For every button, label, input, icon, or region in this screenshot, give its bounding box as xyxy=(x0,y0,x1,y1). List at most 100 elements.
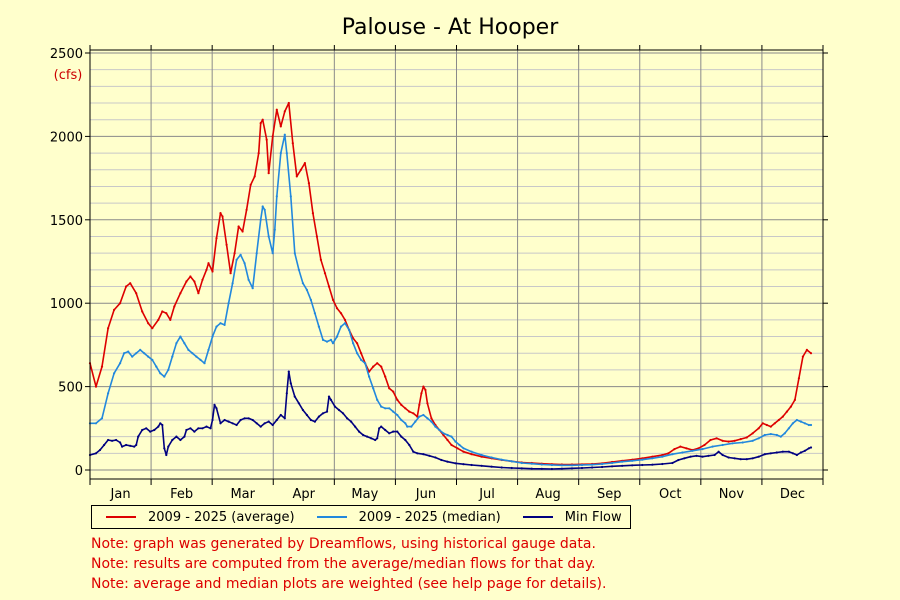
series-layer xyxy=(88,101,813,471)
data-point xyxy=(331,342,335,345)
data-point xyxy=(681,451,684,454)
data-point xyxy=(384,375,387,378)
data-point xyxy=(795,453,799,457)
data-point xyxy=(396,430,399,433)
data-point xyxy=(685,447,688,450)
data-point xyxy=(667,452,670,455)
data-point xyxy=(677,458,680,462)
data-point xyxy=(129,444,132,447)
data-point xyxy=(147,322,150,325)
data-point xyxy=(317,415,320,418)
data-point xyxy=(143,352,146,355)
data-point xyxy=(321,412,325,415)
data-point xyxy=(470,453,473,456)
data-point xyxy=(327,395,331,398)
note-line: Note: results are computed from the aver… xyxy=(91,556,596,572)
data-point xyxy=(157,425,160,428)
data-point xyxy=(245,208,248,211)
data-point xyxy=(157,318,160,321)
data-point xyxy=(307,182,310,185)
data-point xyxy=(139,348,142,351)
data-point xyxy=(163,375,166,378)
data-point xyxy=(641,458,644,461)
data-point xyxy=(237,225,240,228)
data-point xyxy=(709,438,712,442)
data-point xyxy=(189,427,192,430)
data-point xyxy=(462,463,465,466)
data-point xyxy=(807,423,811,427)
axis-ticks: 0 500 1000 1500 2000 2500 Jan Feb Mar Apr May Jun Ju… xyxy=(50,45,828,502)
data-point xyxy=(346,417,349,420)
series-group xyxy=(88,101,813,466)
data-point xyxy=(392,430,395,433)
data-point xyxy=(325,340,329,343)
data-point xyxy=(356,342,359,345)
data-point xyxy=(135,292,138,295)
data-point xyxy=(404,422,407,425)
data-point xyxy=(396,398,399,401)
data-point xyxy=(733,439,736,442)
data-point xyxy=(223,418,226,422)
data-point xyxy=(430,420,433,423)
data-point xyxy=(520,461,523,465)
x-tick-label: Apr xyxy=(293,487,316,502)
data-point xyxy=(94,385,98,388)
data-point xyxy=(193,430,196,433)
data-point xyxy=(119,441,122,444)
data-point xyxy=(570,464,574,467)
data-point xyxy=(207,348,210,351)
data-point xyxy=(313,312,316,315)
data-point xyxy=(384,407,387,410)
data-point xyxy=(133,445,136,448)
data-point xyxy=(303,162,306,165)
data-point xyxy=(807,447,811,450)
data-point xyxy=(171,355,174,358)
data-point xyxy=(111,439,114,442)
notes: Note: graph was generated by Dreamflows,… xyxy=(91,534,606,594)
data-point xyxy=(480,453,483,457)
data-point xyxy=(161,423,164,427)
data-point xyxy=(225,243,228,246)
data-point xyxy=(293,252,296,255)
data-point xyxy=(779,435,782,438)
data-point xyxy=(285,392,288,395)
data-point xyxy=(205,268,208,271)
data-point xyxy=(311,212,314,215)
data-point xyxy=(315,235,318,238)
data-point xyxy=(247,278,250,281)
data-point xyxy=(428,454,431,457)
data-point xyxy=(374,438,377,442)
data-point xyxy=(147,355,150,358)
data-point xyxy=(329,398,333,401)
data-point xyxy=(809,352,813,355)
data-point xyxy=(410,425,413,428)
data-point xyxy=(789,405,793,408)
data-point xyxy=(354,425,357,428)
data-point xyxy=(165,453,168,457)
data-point xyxy=(201,278,204,281)
data-point xyxy=(601,465,604,469)
data-point xyxy=(197,427,200,430)
legend-swatch-average xyxy=(106,516,136,518)
data-point xyxy=(259,425,262,428)
data-point xyxy=(803,449,807,452)
data-point xyxy=(183,435,186,438)
data-point xyxy=(430,417,433,420)
data-point xyxy=(209,427,212,430)
data-point xyxy=(426,402,429,405)
data-point xyxy=(801,355,805,358)
data-point xyxy=(787,450,791,453)
data-point xyxy=(263,208,266,211)
data-point xyxy=(761,422,764,425)
data-point xyxy=(414,420,417,423)
data-point xyxy=(695,454,698,457)
data-point xyxy=(309,298,312,301)
data-point xyxy=(329,338,333,341)
data-point xyxy=(191,352,194,355)
x-tick-label: Jul xyxy=(478,487,495,502)
data-point xyxy=(211,270,214,273)
data-point xyxy=(550,467,554,471)
data-point xyxy=(400,435,403,438)
data-point xyxy=(809,446,813,449)
data-point xyxy=(781,450,784,453)
